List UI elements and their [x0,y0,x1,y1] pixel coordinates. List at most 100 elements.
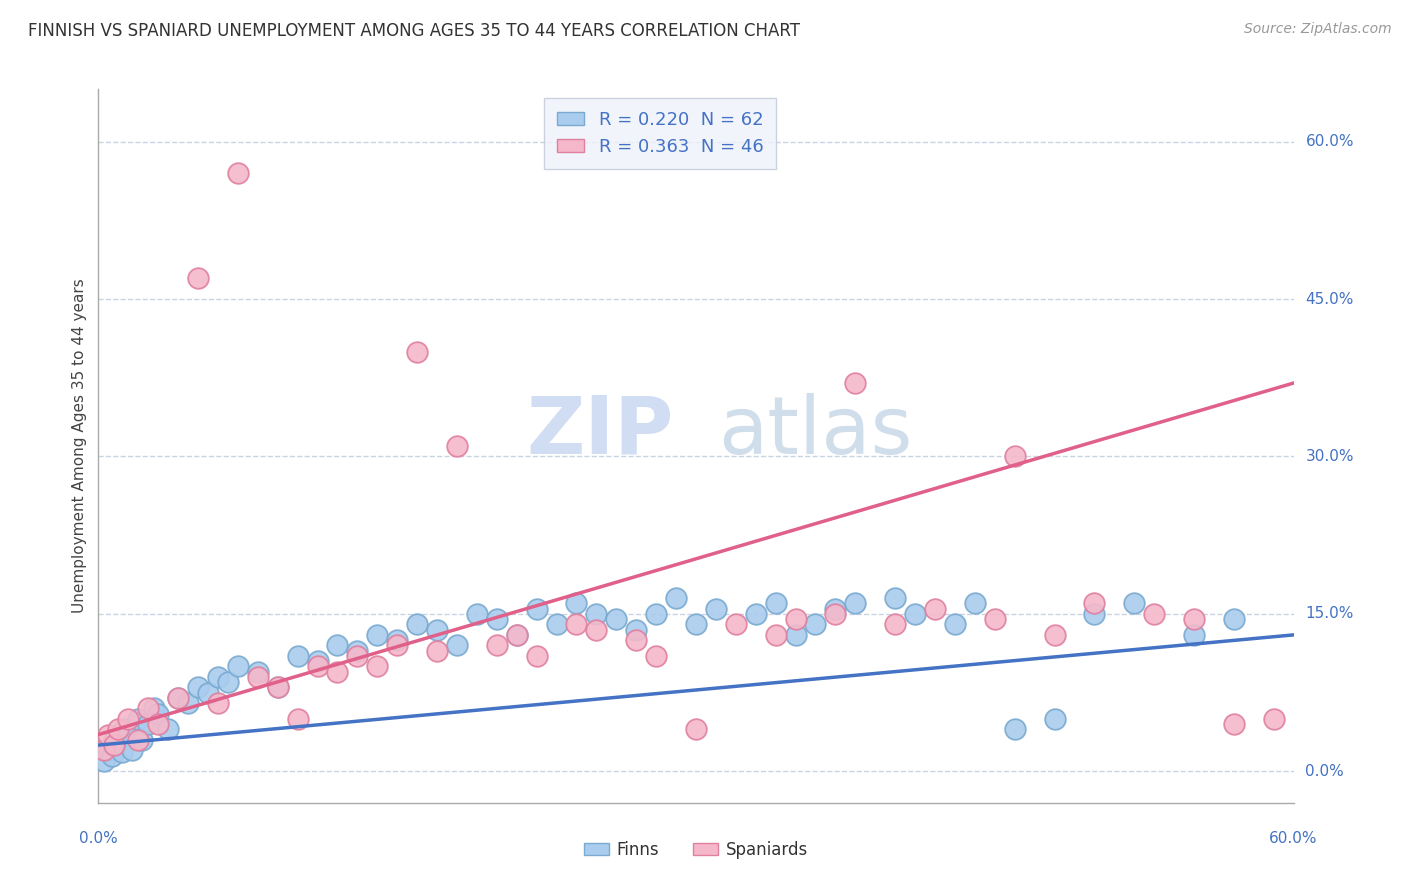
Point [246,670,269,684]
Y-axis label: Unemployment Among Ages 35 to 44 years: Unemployment Among Ages 35 to 44 years [72,278,87,614]
Point [107,723,129,737]
Point [904,607,927,621]
Text: 0.0%: 0.0% [1305,764,1344,779]
Point [446,439,468,453]
Point [724,617,747,632]
Point [1263,712,1285,726]
Point [406,617,429,632]
Point [1182,612,1205,626]
Point [983,612,1005,626]
Text: 30.0%: 30.0% [1305,449,1354,464]
Point [426,643,449,657]
Point [326,665,349,679]
Point [804,617,827,632]
Text: atlas: atlas [718,392,912,471]
Point [167,690,190,705]
Point [287,648,309,663]
Point [117,728,139,742]
Point [1083,607,1105,621]
Point [485,639,508,653]
Point [226,166,249,180]
Point [157,723,180,737]
Point [267,681,290,695]
Point [127,732,149,747]
Point [346,648,368,663]
Point [884,591,907,606]
Legend: Finns, Spaniards: Finns, Spaniards [576,835,815,866]
Point [97,728,120,742]
Point [546,617,568,632]
Point [187,271,209,285]
Point [485,612,508,626]
Point [267,681,290,695]
Point [385,639,409,653]
Point [665,591,688,606]
Point [624,623,647,637]
Point [1004,723,1026,737]
Point [765,628,787,642]
Point [645,607,668,621]
Point [97,743,120,757]
Point [111,746,134,760]
Point [526,601,548,615]
Point [136,701,159,715]
Point [197,685,219,699]
Point [117,712,139,726]
Point [565,617,588,632]
Point [844,376,866,390]
Point [1043,628,1066,642]
Point [506,628,529,642]
Point [824,601,846,615]
Point [745,607,768,621]
Point [565,596,588,610]
Text: Source: ZipAtlas.com: Source: ZipAtlas.com [1244,22,1392,37]
Point [685,723,707,737]
Point [1123,596,1146,610]
Point [93,743,115,757]
Point [121,743,143,757]
Text: ZIP: ZIP [527,392,673,471]
Point [1182,628,1205,642]
Point [884,617,907,632]
Point [143,701,166,715]
Point [1223,612,1246,626]
Point [446,639,468,653]
Point [326,639,349,653]
Text: 45.0%: 45.0% [1305,292,1354,307]
Point [465,607,488,621]
Point [148,717,170,731]
Point [167,690,190,705]
Point [131,732,153,747]
Point [704,601,727,615]
Point [246,665,269,679]
Point [127,712,149,726]
Point [785,628,807,642]
Point [307,654,329,668]
Point [685,617,707,632]
Point [785,612,807,626]
Point [217,675,239,690]
Point [1143,607,1166,621]
Point [1043,712,1066,726]
Point [1223,717,1246,731]
Point [93,754,115,768]
Point [207,696,229,710]
Point [307,659,329,673]
Point [287,712,309,726]
Point [101,748,124,763]
Point [824,607,846,621]
Point [103,732,125,747]
Point [765,596,787,610]
Point [605,612,627,626]
Point [924,601,946,615]
Point [187,681,209,695]
Text: 15.0%: 15.0% [1305,607,1354,622]
Text: FINNISH VS SPANIARD UNEMPLOYMENT AMONG AGES 35 TO 44 YEARS CORRELATION CHART: FINNISH VS SPANIARD UNEMPLOYMENT AMONG A… [28,22,800,40]
Point [103,738,125,752]
Point [406,344,429,359]
Point [177,696,200,710]
Text: 0.0%: 0.0% [79,831,118,847]
Point [366,628,388,642]
Text: 60.0%: 60.0% [1270,831,1317,847]
Point [526,648,548,663]
